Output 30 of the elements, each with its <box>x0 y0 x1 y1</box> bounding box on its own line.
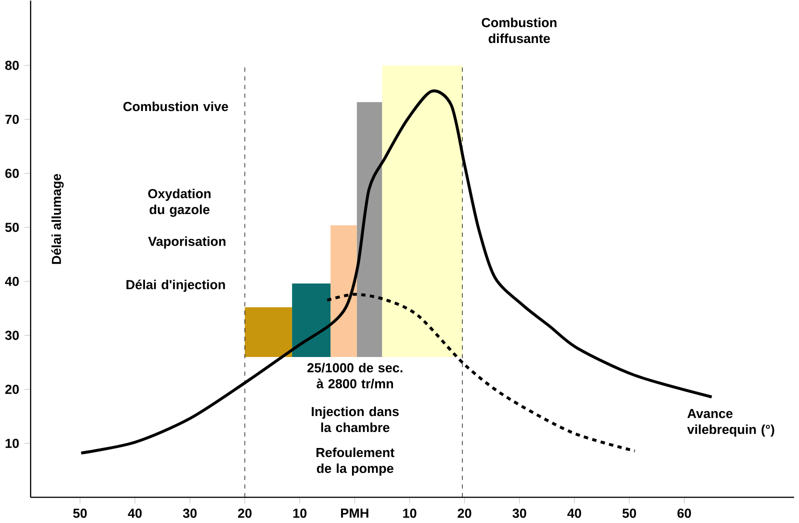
annotation: Combustion diffusante <box>482 18 556 44</box>
x-tick-label: 40 <box>567 508 582 518</box>
y-tick-label: 10 <box>6 438 19 448</box>
x-tick-label: 50 <box>73 508 87 518</box>
x-tick-label: 50 <box>622 508 636 518</box>
x-tick-label: 60 <box>677 508 691 518</box>
annotation: Refoulement de la pompe <box>316 448 394 476</box>
x-tick-label: 40 <box>128 508 142 518</box>
annotation: Délai d'injection <box>126 280 225 292</box>
y-tick-label: 60 <box>5 168 19 178</box>
annotation: Vaporisation <box>148 236 226 249</box>
y-tick-label: 20 <box>5 384 19 394</box>
y-tick-label: 30 <box>5 330 19 340</box>
x-tick-label: 10 <box>403 508 416 518</box>
annotation: Injection dans la chambre <box>312 406 399 432</box>
annotation: Combustion vive <box>123 102 228 112</box>
x-tick-label: PMH <box>341 508 368 518</box>
x-tick-label: 20 <box>238 508 252 518</box>
x-tick-label: 20 <box>458 508 472 518</box>
y-tick-label: 50 <box>5 222 19 232</box>
y-tick-label: 40 <box>5 276 19 286</box>
y-axis-title: Délai allumage <box>51 174 64 264</box>
x-tick-label: 10 <box>293 508 306 518</box>
annotation: 25/1000 de sec. à 2800 tr/mn <box>307 362 402 389</box>
y-tick-label: 70 <box>5 114 19 124</box>
annotation: Oxydation du gazole <box>148 188 211 217</box>
x-tick-label: 30 <box>182 508 197 518</box>
x-tick-label: 30 <box>512 508 526 518</box>
x-axis-title: Avance vilebrequin (°) <box>687 409 774 437</box>
y-tick-label: 80 <box>5 60 19 70</box>
